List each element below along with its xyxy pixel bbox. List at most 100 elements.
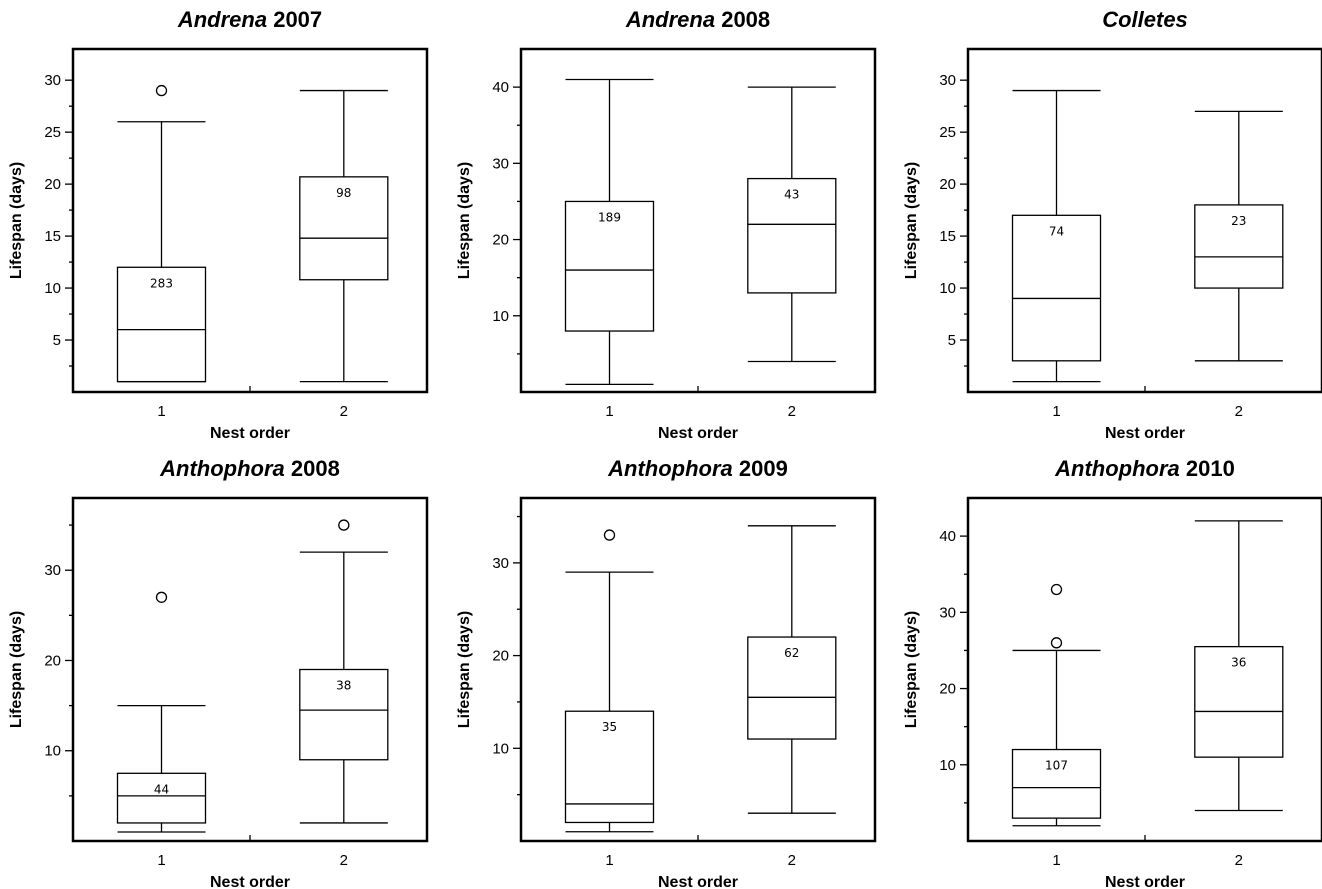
- y-tick-label: 20: [939, 681, 956, 698]
- y-axis-label: Lifespan (days): [8, 162, 25, 279]
- y-tick-label: 10: [44, 743, 61, 760]
- chart-panel-6: Anthophora 2010 Lifespan (days) Nest order…: [903, 456, 1322, 889]
- x-tick-label: 2: [788, 403, 796, 420]
- plot-frame: [519, 47, 877, 394]
- chart-title: Andrena 2008: [625, 7, 770, 32]
- box-iqr: [1011, 214, 1102, 362]
- box-iqr: [1011, 748, 1102, 819]
- x-tick-label: 2: [340, 403, 348, 420]
- sample-size-label: 107: [1045, 759, 1068, 773]
- y-tick-label: 30: [492, 155, 509, 172]
- box-2: 23: [1194, 110, 1284, 362]
- x-tick-label: 1: [605, 403, 613, 420]
- y-tick-label: 5: [948, 332, 956, 349]
- box-iqr: [299, 176, 389, 281]
- y-tick-label: 10: [492, 740, 509, 757]
- x-tick-label: 1: [157, 403, 165, 420]
- x-axis-label: Nest order: [658, 425, 738, 442]
- x-axis-label: Nest order: [658, 874, 738, 889]
- x-tick-label: 2: [1235, 403, 1243, 420]
- outlier-point: [155, 591, 168, 603]
- outlier-point: [1050, 637, 1063, 649]
- y-axis-label: Lifespan (days): [456, 162, 473, 279]
- chart-title: Anthophora 2009: [607, 456, 788, 481]
- y-tick-label: 20: [44, 176, 61, 193]
- box-1: 35: [564, 529, 655, 833]
- box-iqr: [747, 177, 837, 294]
- chart-panel-5: Anthophora 2009 Lifespan (days) Nest order…: [456, 456, 877, 889]
- x-tick-label: 1: [605, 852, 613, 869]
- plot-frame: [71, 496, 429, 843]
- sample-size-label: 98: [336, 186, 351, 200]
- y-tick-label: 10: [939, 280, 956, 297]
- chart-title-suffix: 2008: [285, 456, 340, 481]
- x-axis-label: Nest order: [1105, 425, 1185, 442]
- sample-size-label: 23: [1231, 214, 1246, 228]
- plot-frame: [966, 496, 1322, 843]
- y-tick-label: 5: [53, 332, 61, 349]
- y-tick-label: 10: [44, 280, 61, 297]
- chart-panel-4: Anthophora 2008 Lifespan (days) Nest order…: [8, 456, 429, 889]
- y-tick-label: 25: [939, 124, 956, 141]
- box-1: 74: [1011, 89, 1102, 383]
- chart-title-genus: Anthophora: [607, 456, 733, 481]
- chart-panel-1: Andrena 2007 Lifespan (days) Nest order 5 10…: [8, 7, 429, 442]
- sample-size-label: 44: [154, 782, 169, 796]
- y-tick-label: 30: [492, 555, 509, 572]
- x-axis-label: Nest order: [1105, 874, 1185, 889]
- sample-size-label: 189: [598, 210, 621, 224]
- box-2: 43: [747, 86, 837, 363]
- box-2: 62: [747, 525, 837, 814]
- chart-title: Colletes: [1102, 7, 1188, 32]
- y-tick-label: 20: [939, 176, 956, 193]
- y-tick-label: 40: [939, 528, 956, 545]
- x-tick-label: 1: [157, 852, 165, 869]
- box-2: 38: [299, 519, 389, 824]
- chart-title: Anthophora 2010: [1054, 456, 1235, 481]
- sample-size-label: 74: [1049, 224, 1064, 238]
- plot-frame: [966, 47, 1322, 394]
- box-1: 189: [564, 78, 655, 386]
- chart-title-suffix: 2008: [715, 7, 770, 32]
- chart-title-suffix: 2010: [1180, 456, 1235, 481]
- sample-size-label: 35: [602, 720, 617, 734]
- box-iqr: [747, 636, 837, 740]
- plot-frame: [519, 496, 877, 843]
- x-tick-label: 2: [788, 852, 796, 869]
- chart-panel-2: Andrena 2008 Lifespan (days) Nest order 10 2…: [456, 7, 877, 442]
- x-axis-label: Nest order: [210, 874, 290, 889]
- box-2: 36: [1194, 520, 1284, 812]
- y-axis-label: Lifespan (days): [903, 162, 920, 279]
- box-2: 98: [299, 89, 389, 383]
- y-tick-label: 15: [44, 228, 61, 245]
- y-tick-label: 15: [939, 228, 956, 245]
- y-axis-label: Lifespan (days): [903, 611, 920, 728]
- y-tick-label: 30: [939, 72, 956, 89]
- box-1: 283: [116, 84, 207, 383]
- chart-title-suffix: 2009: [733, 456, 788, 481]
- y-tick-label: 10: [492, 308, 509, 325]
- y-tick-label: 25: [44, 124, 61, 141]
- outlier-point: [1050, 583, 1063, 596]
- box-iqr: [564, 200, 655, 332]
- chart-title: Anthophora 2008: [159, 456, 340, 481]
- x-tick-label: 1: [1052, 403, 1060, 420]
- sample-size-label: 62: [784, 646, 799, 660]
- plot-frame: [71, 47, 429, 394]
- outlier-point: [155, 84, 168, 97]
- outlier-point: [603, 529, 616, 541]
- x-axis-label: Nest order: [210, 425, 290, 442]
- box-1: 107: [1011, 583, 1102, 827]
- sample-size-label: 38: [336, 679, 351, 693]
- chart-title: Andrena 2007: [177, 7, 322, 32]
- chart-title-genus: Anthophora: [159, 456, 285, 481]
- y-axis-label: Lifespan (days): [456, 611, 473, 728]
- y-tick-label: 30: [44, 562, 61, 579]
- y-tick-label: 10: [939, 757, 956, 774]
- y-tick-label: 30: [939, 604, 956, 621]
- y-tick-label: 30: [44, 72, 61, 89]
- box-iqr: [116, 266, 207, 383]
- box-1: 44: [116, 591, 207, 833]
- y-tick-label: 20: [44, 652, 61, 669]
